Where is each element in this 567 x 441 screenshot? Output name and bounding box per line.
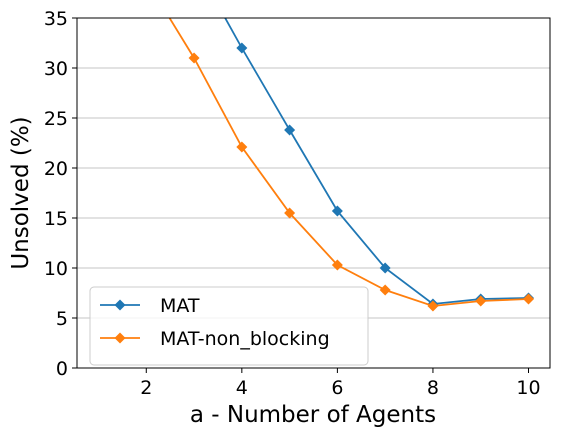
series-line: [224, 18, 529, 305]
legend-marker: [114, 299, 126, 311]
y-axis-label: Unsolved (%): [8, 116, 34, 269]
axes-frame: [76, 17, 551, 369]
x-tick-label: 8: [427, 377, 439, 399]
y-tick-label: 10: [44, 258, 68, 280]
point-marker: [284, 207, 296, 219]
point-marker: [379, 262, 391, 274]
x-tick-label: 2: [140, 377, 152, 399]
plot-area: [168, 18, 534, 312]
legend-label: MAT-non_blocking: [160, 328, 330, 350]
y-tick-label: 5: [56, 308, 68, 330]
point-marker: [331, 259, 343, 271]
legend: MAT MAT-non_blocking: [89, 286, 369, 366]
x-tick-label: 4: [236, 377, 248, 399]
point-marker: [523, 293, 534, 305]
x-tick-label: 10: [516, 377, 540, 399]
x-tick-label: 6: [331, 377, 343, 399]
x-axis-label: a - Number of Agents: [190, 402, 436, 428]
point-marker: [379, 284, 391, 296]
ticks: 0 5 10 15 20 25 30 35 2 4 6 8 10: [44, 8, 541, 399]
point-marker: [284, 124, 296, 136]
point-marker: [427, 300, 439, 312]
legend-label: MAT: [160, 295, 200, 317]
y-tick-label: 15: [44, 208, 68, 230]
legend-marker: [114, 332, 126, 344]
point-marker: [236, 42, 248, 54]
point-marker: [236, 141, 248, 153]
point-marker: [475, 295, 487, 307]
y-tick-label: 0: [56, 358, 68, 380]
y-tick-label: 35: [44, 8, 68, 30]
y-tick-label: 20: [44, 158, 68, 180]
y-tick-label: 25: [44, 108, 68, 130]
series-line: [168, 18, 529, 307]
legend-box: [89, 286, 369, 366]
point-marker: [188, 52, 200, 64]
y-tick-label: 30: [44, 58, 68, 80]
point-marker: [331, 205, 343, 217]
